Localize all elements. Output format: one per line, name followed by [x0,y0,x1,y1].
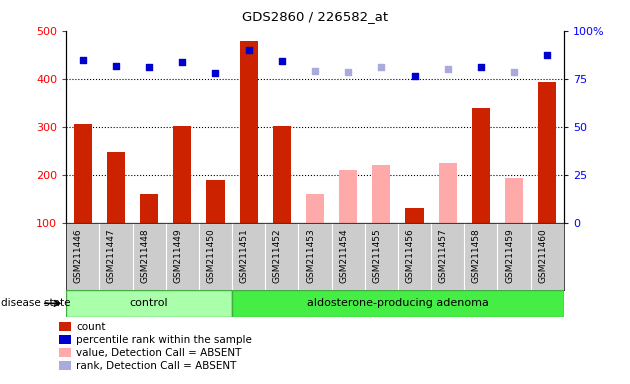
Text: GSM211459: GSM211459 [505,228,514,283]
Text: GSM211460: GSM211460 [538,228,547,283]
Text: GSM211451: GSM211451 [239,228,249,283]
Text: GSM211446: GSM211446 [74,228,83,283]
Bar [239,41,258,223]
Bar [207,180,224,223]
Text: GSM211448: GSM211448 [140,228,149,283]
Bar [505,178,523,223]
Legend: count, percentile rank within the sample, value, Detection Call = ABSENT, rank, : count, percentile rank within the sample… [59,322,253,371]
Text: GSM211449: GSM211449 [173,228,182,283]
Point [111,63,121,69]
Bar [372,165,391,223]
Point [210,70,220,76]
Text: GSM211455: GSM211455 [372,228,381,283]
Point [244,47,254,53]
Bar [74,124,92,223]
Text: disease state: disease state [1,298,71,308]
Bar [538,82,556,223]
Point [177,60,187,66]
Point [410,73,420,79]
Text: GSM211452: GSM211452 [273,228,282,283]
Point [542,52,553,58]
Point [443,66,453,72]
Bar [306,194,324,223]
Bar [140,194,158,223]
Point [144,64,154,70]
Bar [273,126,291,223]
Text: aldosterone-producing adenoma: aldosterone-producing adenoma [307,298,489,308]
Text: GSM211458: GSM211458 [472,228,481,283]
Text: GSM211456: GSM211456 [406,228,415,283]
Point [476,64,486,70]
Text: GSM211453: GSM211453 [306,228,315,283]
Bar [406,208,423,223]
Bar [66,290,232,317]
Point [77,56,88,63]
Bar [107,152,125,223]
Text: control: control [130,298,168,308]
Bar [232,290,564,317]
Bar [438,163,457,223]
Point [509,68,519,74]
Bar [472,108,490,223]
Text: GSM211457: GSM211457 [438,228,448,283]
Point [376,64,386,70]
Point [343,68,353,74]
Point [310,68,320,74]
Text: GSM211454: GSM211454 [339,228,348,283]
Bar [173,126,192,223]
Text: GSM211450: GSM211450 [207,228,215,283]
Bar [339,170,357,223]
Point [277,58,287,64]
Text: GDS2860 / 226582_at: GDS2860 / 226582_at [242,10,388,23]
Text: GSM211447: GSM211447 [107,228,116,283]
